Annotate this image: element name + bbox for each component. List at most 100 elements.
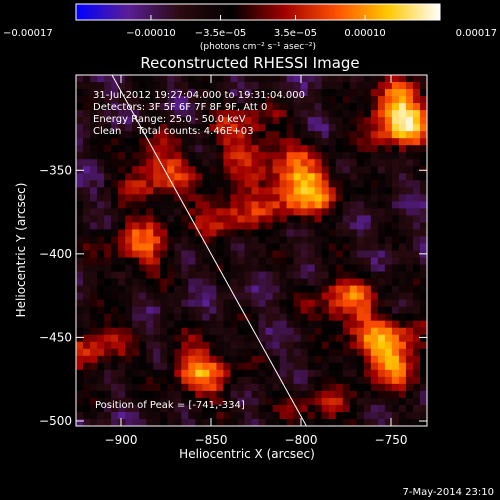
heatmap-cell: [146, 376, 154, 385]
heatmap-cell: [111, 257, 119, 266]
heatmap-cell: [370, 264, 379, 273]
heatmap-cell: [321, 117, 330, 125]
heatmap-cell: [370, 243, 379, 252]
heatmap-cell: [370, 397, 379, 406]
heatmap-cell: [132, 264, 140, 273]
heatmap-cell: [342, 194, 351, 202]
heatmap-cell: [293, 334, 302, 343]
heatmap-cell: [307, 117, 316, 125]
heatmap-cell: [167, 320, 175, 329]
y-tick-label: −450: [39, 330, 72, 344]
heatmap-cell: [216, 110, 225, 118]
heatmap-cell: [279, 285, 288, 294]
heatmap-cell: [405, 376, 414, 385]
heatmap-cell: [384, 103, 393, 111]
heatmap-cell: [328, 201, 337, 209]
heatmap-cell: [104, 180, 112, 188]
heatmap-cell: [153, 341, 161, 350]
heatmap-cell: [335, 327, 344, 336]
heatmap-cell: [90, 250, 98, 259]
heatmap-cell: [209, 152, 217, 160]
heatmap-cell: [384, 341, 393, 350]
heatmap-cell: [160, 173, 168, 181]
heatmap-cell: [181, 187, 189, 195]
heatmap-cell: [230, 243, 239, 252]
heatmap-cell: [202, 264, 210, 273]
heatmap-cell: [412, 173, 421, 181]
heatmap-cell: [342, 222, 351, 231]
heatmap-cell: [419, 201, 427, 209]
heatmap-cell: [76, 278, 84, 287]
heatmap-cell: [258, 152, 267, 160]
heatmap-cell: [209, 117, 217, 125]
heatmap-cell: [160, 103, 168, 111]
heatmap-cell: [153, 327, 161, 336]
heatmap-cell: [195, 397, 203, 406]
heatmap-cell: [258, 292, 267, 301]
heatmap-cell: [167, 145, 175, 153]
heatmap-cell: [307, 299, 316, 308]
heatmap-cell: [370, 334, 379, 343]
heatmap-cell: [398, 243, 407, 252]
heatmap-cell: [384, 96, 393, 104]
heatmap-cell: [321, 397, 330, 406]
heatmap-cell: [363, 138, 372, 146]
heatmap-cell: [230, 313, 239, 322]
heatmap-cell: [265, 236, 274, 245]
heatmap-cell: [216, 222, 225, 231]
heatmap-cell: [132, 362, 140, 371]
heatmap-cell: [279, 292, 288, 301]
y-tick-label: −500: [39, 414, 72, 428]
heatmap-cell: [167, 278, 175, 287]
heatmap-cell: [391, 411, 400, 420]
heatmap-cell: [146, 166, 154, 174]
heatmap-cell: [286, 292, 295, 301]
heatmap-cell: [188, 306, 196, 315]
heatmap-cell: [272, 369, 281, 378]
heatmap-cell: [384, 117, 393, 125]
heatmap-cell: [146, 145, 154, 153]
heatmap-cell: [251, 103, 260, 111]
heatmap-cell: [384, 124, 393, 132]
heatmap-cell: [251, 180, 260, 188]
heatmap-cell: [244, 257, 253, 266]
heatmap-cell: [314, 404, 323, 413]
heatmap-cell: [118, 362, 126, 371]
heatmap-cell: [111, 348, 119, 357]
heatmap-cell: [342, 334, 351, 343]
heatmap-cell: [419, 320, 427, 329]
heatmap-cell: [405, 320, 414, 329]
heatmap-cell: [223, 194, 232, 202]
heatmap-cell: [356, 145, 365, 153]
heatmap-cell: [125, 285, 133, 294]
heatmap-cell: [321, 320, 330, 329]
heatmap-cell: [104, 187, 112, 195]
heatmap-cell: [307, 166, 316, 174]
heatmap-cell: [174, 411, 182, 420]
heatmap-cell: [146, 75, 154, 83]
heatmap-cell: [251, 131, 260, 139]
heatmap-cell: [244, 236, 253, 245]
heatmap-cell: [363, 117, 372, 125]
heatmap-cell: [90, 285, 98, 294]
heatmap-cell: [195, 103, 203, 111]
heatmap-cell: [160, 159, 168, 167]
heatmap-cell: [181, 383, 189, 392]
heatmap-cell: [272, 376, 281, 385]
heatmap-cell: [321, 418, 330, 426]
heatmap-cell: [356, 411, 365, 420]
heatmap-cell: [265, 124, 274, 132]
heatmap-cell: [244, 390, 253, 399]
heatmap-cell: [356, 110, 365, 118]
heatmap-cell: [76, 152, 84, 160]
heatmap-cell: [146, 334, 154, 343]
heatmap-cell: [230, 264, 239, 273]
heatmap-cell: [405, 201, 414, 209]
heatmap-cell: [125, 390, 133, 399]
heatmap-cell: [209, 341, 217, 350]
heatmap-cell: [167, 96, 175, 104]
heatmap-cell: [314, 327, 323, 336]
heatmap-cell: [83, 278, 91, 287]
heatmap-cell: [181, 369, 189, 378]
heatmap-cell: [223, 334, 232, 343]
